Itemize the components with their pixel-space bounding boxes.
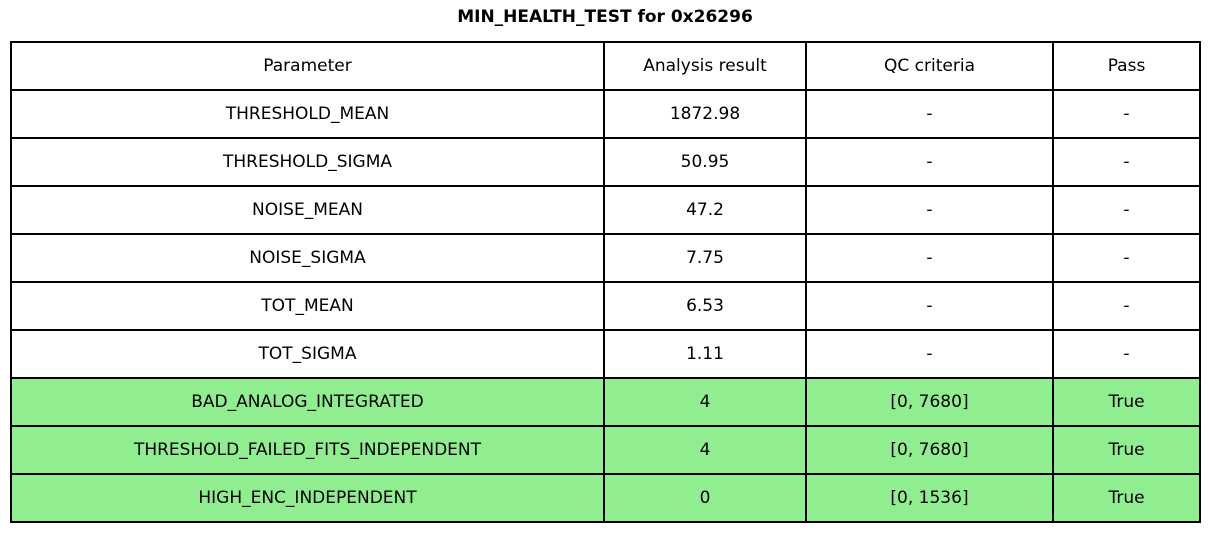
cell-parameter: BAD_ANALOG_INTEGRATED <box>10 377 605 427</box>
table-row: TOT_SIGMA 1.11 - - <box>10 329 1201 379</box>
cell-analysis-result: 1872.98 <box>603 89 807 139</box>
cell-qc-criteria: - <box>805 137 1054 187</box>
cell-pass: - <box>1052 329 1201 379</box>
cell-pass: - <box>1052 89 1201 139</box>
cell-analysis-result: 1.11 <box>603 329 807 379</box>
table-row: THRESHOLD_FAILED_FITS_INDEPENDENT 4 [0, … <box>10 425 1201 475</box>
cell-analysis-result: 6.53 <box>603 281 807 331</box>
column-header-pass: Pass <box>1052 41 1201 91</box>
table-row: THRESHOLD_SIGMA 50.95 - - <box>10 137 1201 187</box>
table-row: BAD_ANALOG_INTEGRATED 4 [0, 7680] True <box>10 377 1201 427</box>
column-header-qc-criteria: QC criteria <box>805 41 1054 91</box>
cell-qc-criteria: [0, 1536] <box>805 473 1054 523</box>
column-header-analysis-result: Analysis result <box>603 41 807 91</box>
cell-qc-criteria: - <box>805 281 1054 331</box>
cell-parameter: NOISE_MEAN <box>10 185 605 235</box>
cell-parameter: NOISE_SIGMA <box>10 233 605 283</box>
table-row: TOT_MEAN 6.53 - - <box>10 281 1201 331</box>
cell-qc-criteria: [0, 7680] <box>805 377 1054 427</box>
cell-pass: - <box>1052 185 1201 235</box>
cell-qc-criteria: - <box>805 329 1054 379</box>
cell-pass: - <box>1052 233 1201 283</box>
cell-analysis-result: 4 <box>603 425 807 475</box>
cell-parameter: TOT_SIGMA <box>10 329 605 379</box>
cell-pass: True <box>1052 473 1201 523</box>
cell-qc-criteria: - <box>805 233 1054 283</box>
cell-pass: True <box>1052 425 1201 475</box>
cell-pass: True <box>1052 377 1201 427</box>
cell-analysis-result: 0 <box>603 473 807 523</box>
cell-parameter: THRESHOLD_SIGMA <box>10 137 605 187</box>
cell-parameter: TOT_MEAN <box>10 281 605 331</box>
table-row: NOISE_MEAN 47.2 - - <box>10 185 1201 235</box>
header-row: Parameter Analysis result QC criteria Pa… <box>10 41 1201 91</box>
column-header-parameter: Parameter <box>10 41 605 91</box>
cell-qc-criteria: [0, 7680] <box>805 425 1054 475</box>
cell-analysis-result: 7.75 <box>603 233 807 283</box>
cell-parameter: THRESHOLD_FAILED_FITS_INDEPENDENT <box>10 425 605 475</box>
cell-analysis-result: 50.95 <box>603 137 807 187</box>
cell-parameter: THRESHOLD_MEAN <box>10 89 605 139</box>
cell-pass: - <box>1052 137 1201 187</box>
table-row: NOISE_SIGMA 7.75 - - <box>10 233 1201 283</box>
cell-analysis-result: 4 <box>603 377 807 427</box>
cell-qc-criteria: - <box>805 89 1054 139</box>
cell-parameter: HIGH_ENC_INDEPENDENT <box>10 473 605 523</box>
table-row: HIGH_ENC_INDEPENDENT 0 [0, 1536] True <box>10 473 1201 523</box>
cell-qc-criteria: - <box>805 185 1054 235</box>
cell-pass: - <box>1052 281 1201 331</box>
cell-analysis-result: 47.2 <box>603 185 807 235</box>
health-test-table: Parameter Analysis result QC criteria Pa… <box>10 41 1201 523</box>
page-title: MIN_HEALTH_TEST for 0x26296 <box>457 7 753 27</box>
table-row: THRESHOLD_MEAN 1872.98 - - <box>10 89 1201 139</box>
